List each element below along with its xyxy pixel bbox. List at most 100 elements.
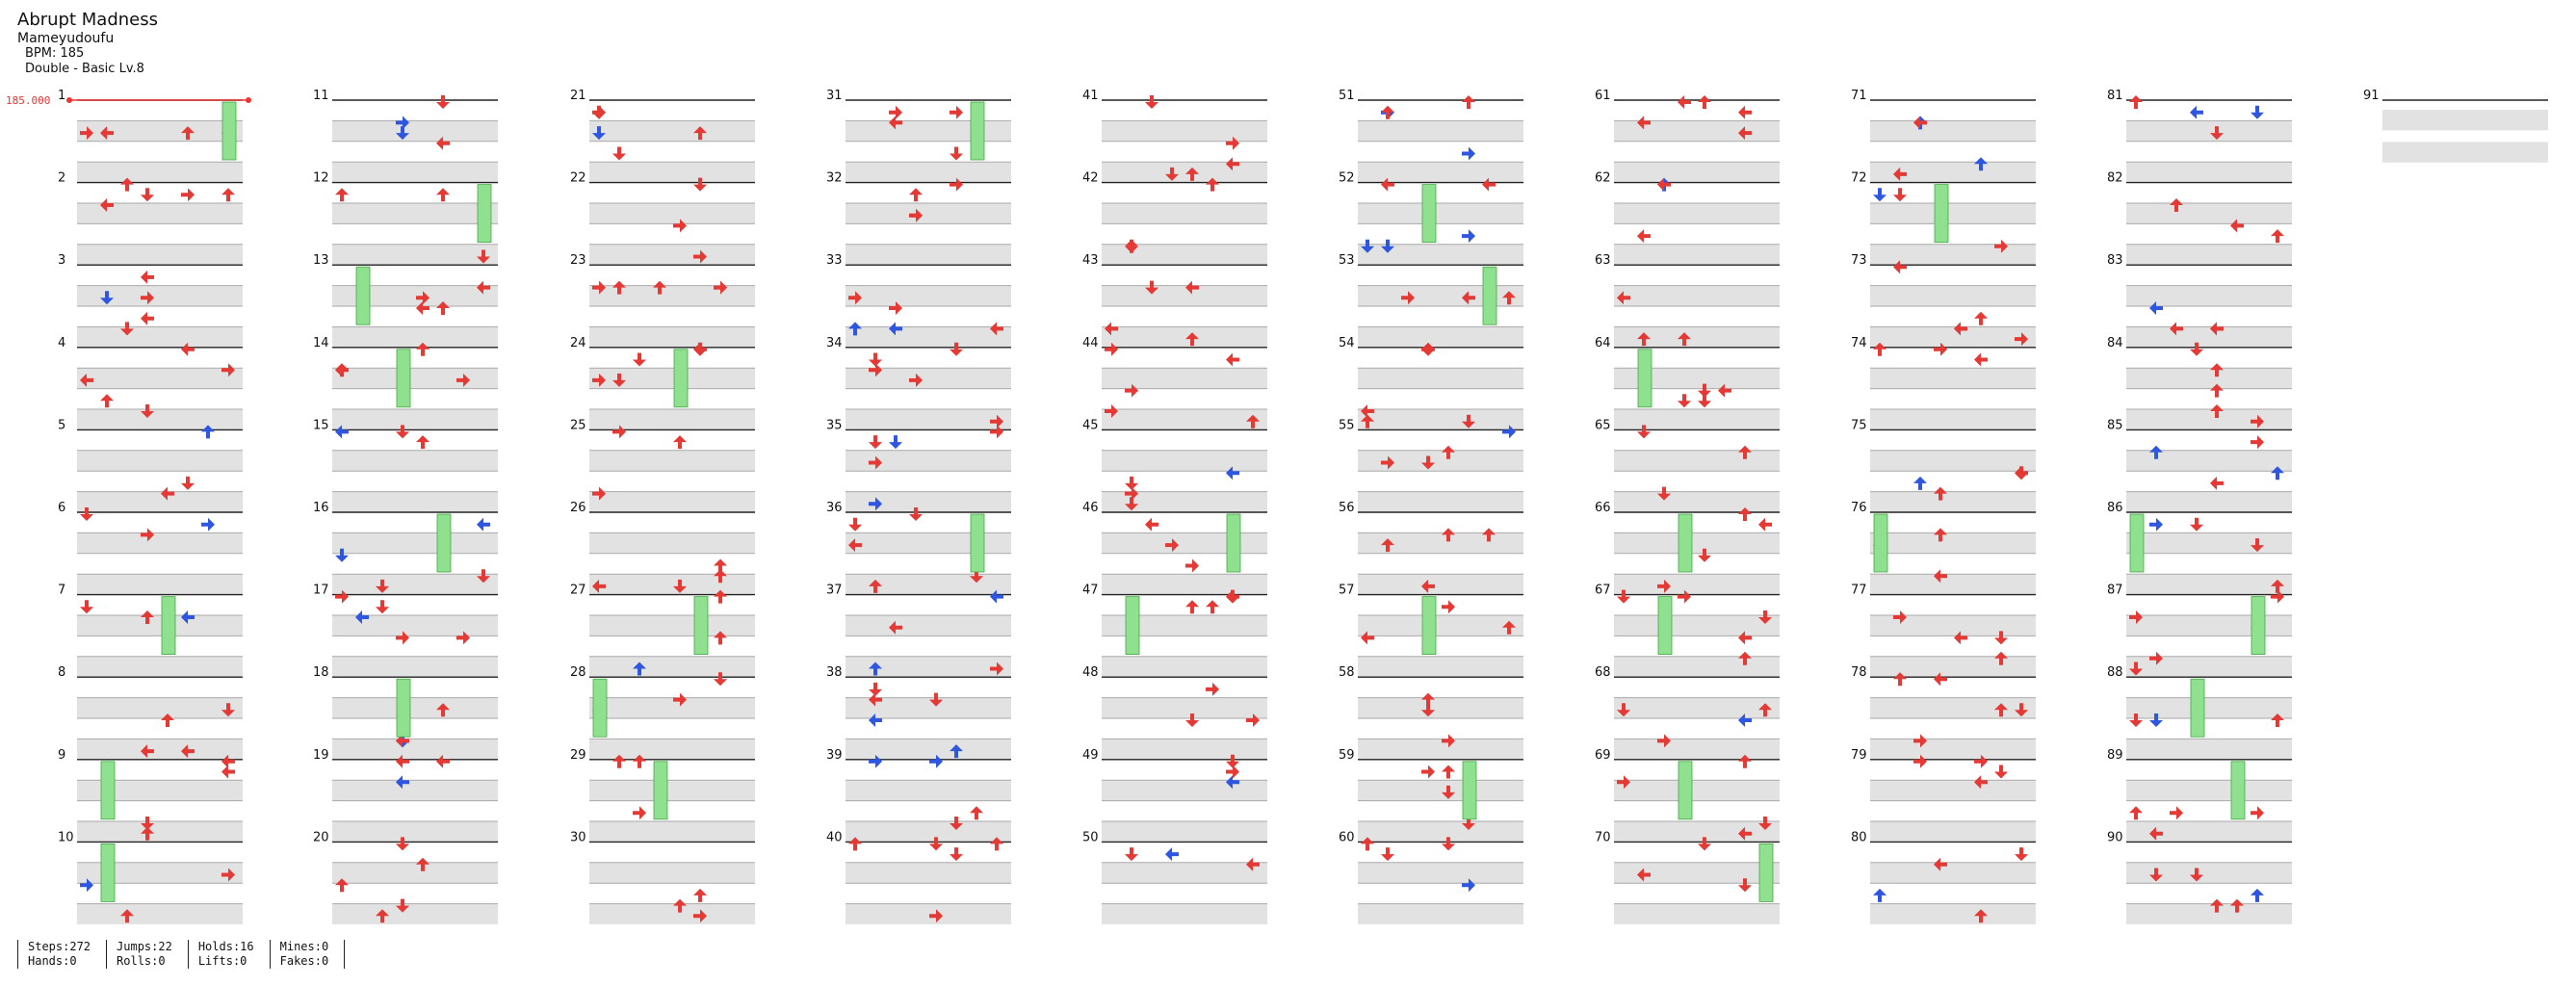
beat-band [1614,656,1780,678]
beat-band [2126,285,2292,306]
beat-band [1614,739,1780,760]
beat-band [1102,862,1267,884]
measure-number: 3 [58,253,65,268]
measure: 50 [1082,830,1267,924]
beat-band [1102,491,1267,512]
measure-number: 29 [570,748,586,763]
beat-band [1870,615,2036,636]
beat-band [846,450,1011,472]
measure-number: 54 [1339,336,1355,350]
beat-band [1870,656,2036,678]
beat-band [2126,368,2292,389]
beat-band [1870,409,2036,430]
beat-band [77,409,243,430]
beat-band [1870,368,2036,389]
down-arrow-icon [2190,517,2203,532]
measure-number: 6 [58,501,65,515]
beat-band [77,780,243,801]
beat-band [77,615,243,636]
hold-note-icon [1125,596,1140,655]
beat-band [1870,162,2036,183]
measure: 77 [1851,584,2036,678]
measure: 13 [313,253,498,348]
beat-band [332,697,498,718]
measure: 8 [58,665,243,760]
beat-band [1614,409,1780,430]
measure: 15 [313,418,498,512]
measure: 63 [1595,253,1780,348]
measure-number: 82 [2107,171,2123,186]
beat-band [846,532,1011,554]
measure-number: 88 [2107,665,2123,680]
measure-number: 10 [58,830,74,844]
beat-band [846,203,1011,224]
measure-number: 70 [1595,830,1611,844]
measure: 52 [1339,171,1523,266]
beat-band [1614,862,1780,884]
beat-band [589,450,755,472]
measure-number: 48 [1082,665,1099,680]
up-arrow-icon [335,188,349,202]
down-arrow-icon [1381,847,1394,862]
beat-band [1358,244,1523,266]
right-arrow-icon [1206,682,1219,696]
stat-steps: Steps:272 [28,940,91,953]
up-arrow-icon [2271,229,2284,244]
hold-note-icon [1226,513,1241,573]
measure: 2 [58,171,243,266]
measure: 87 [2107,584,2292,678]
measure-number: 66 [1595,501,1611,515]
beat-band [1870,491,2036,512]
beat-band [77,491,243,512]
measure: 61 [1595,89,1780,183]
beat-band [77,574,243,595]
beat-band [589,903,755,924]
hold-note-icon [355,266,371,325]
hold-note-icon [1934,184,1949,244]
measure: 73 [1851,253,2036,348]
left-arrow-icon [2190,105,2203,119]
beat-band [1102,244,1267,266]
down-arrow-icon [612,146,626,161]
beat-band [1870,532,2036,554]
measure: 38 [826,665,1011,760]
beat-band [1870,903,2036,924]
beat-band [1614,574,1780,595]
measure: 3 [58,253,243,348]
right-arrow-icon [889,105,902,119]
stat-rolls: Rolls:0 [117,954,166,968]
measure: 59 [1339,748,1523,843]
measure: 42 [1082,171,1267,266]
beat-band [2126,162,2292,183]
up-arrow-icon [714,558,727,573]
measure: 17 [313,584,498,678]
measure-number: 55 [1339,418,1355,432]
measure-number: 30 [570,830,586,844]
measure-number: 45 [1082,418,1099,432]
beat-band [1870,326,2036,348]
measure-number: 12 [313,171,329,186]
measure: 71 [1851,89,2036,183]
beat-band [1358,697,1523,718]
measure-number: 28 [570,665,586,680]
measure-number: 68 [1595,665,1611,680]
down-arrow-icon [181,476,195,490]
beat-band [1102,615,1267,636]
hold-note-icon [2190,678,2205,738]
beat-band [1614,244,1780,266]
up-arrow-icon [673,435,687,450]
beat-band [1614,450,1780,472]
hold-note-icon [1482,266,1497,325]
beat-band [1358,780,1523,801]
beat-band [332,326,498,348]
up-arrow-icon [909,188,923,202]
measure-number: 17 [313,584,329,598]
song-bpm: BPM: 185 [25,46,85,62]
measure-number: 14 [313,336,329,350]
beat-band [77,739,243,760]
measure: 10 [58,830,243,924]
measure: 82 [2107,171,2292,266]
beat-band [332,862,498,884]
measure-number: 42 [1082,171,1099,186]
up-arrow-icon [1381,105,1394,119]
